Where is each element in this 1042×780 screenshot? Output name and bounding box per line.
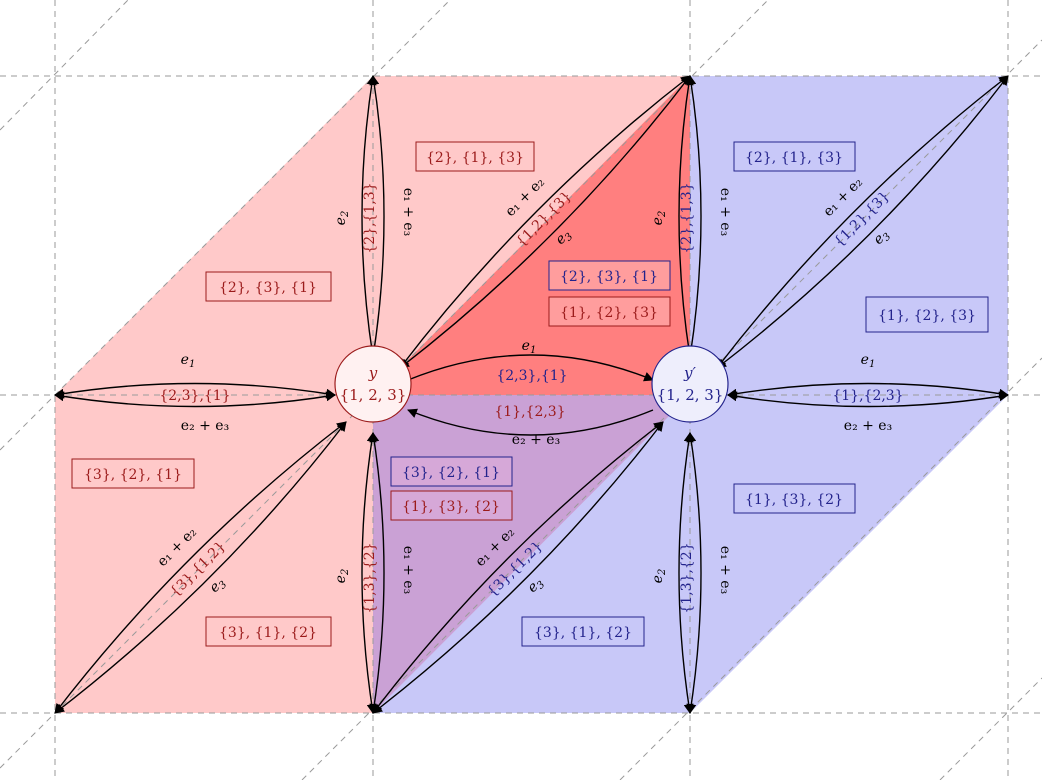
- arrow-yp-down-right: [686, 432, 702, 714]
- label-e2e3-right: e₂ + e₃: [844, 418, 892, 434]
- arrow-y-up-right: [369, 75, 385, 358]
- arrow-yp-down-left: [678, 432, 694, 714]
- arrows: [54, 75, 1009, 714]
- red-region-boxes: {2}, {1}, {3} {2}, {3}, {1} {1}, {2}, {3…: [71, 141, 671, 647]
- arrow-yp-up-left: [678, 75, 694, 358]
- node-y-set: {1, 2, 3}: [340, 386, 407, 404]
- label-e1e3-yp-down: e₁ + e₃: [717, 546, 733, 594]
- red-region-box: {2}, {3}, {1}: [205, 271, 332, 302]
- node-yprime-name: y′: [683, 364, 696, 382]
- blue-region-box: {2}, {1}, {3}: [733, 141, 856, 172]
- svg-text:{1}, {2}, {3}: {1}, {2}, {3}: [560, 305, 658, 321]
- red-region-box: {1}, {3}, {2}: [390, 490, 513, 521]
- blue-path-to-yprime: {2,3},{1}: [496, 368, 567, 384]
- red-path-upper: {2},{1,3}: [362, 182, 378, 253]
- svg-text:{2}, {3}, {1}: {2}, {3}, {1}: [560, 269, 658, 285]
- blue-path-lower: {1,3},{2}: [679, 542, 695, 613]
- red-region-box: {3}, {2}, {1}: [71, 458, 195, 489]
- label-e2-down: e2: [333, 569, 351, 584]
- red-path-lower: {1,3},{2}: [362, 542, 378, 613]
- arrow-yp-ur-b: [716, 75, 1009, 369]
- red-path-left: {2,3},{1}: [159, 388, 230, 404]
- blue-path-upper: {2},{1,3}: [679, 182, 695, 253]
- label-e2-up: e2: [333, 211, 351, 226]
- arrow-yp-up-right: [686, 75, 702, 358]
- label-e1-left: e1: [181, 352, 196, 370]
- red-region-box: {3}, {1}, {2}: [205, 616, 332, 647]
- svg-text:{1}, {2}, {3}: {1}, {2}, {3}: [878, 308, 976, 324]
- label-e2e3-mid: e₂ + e₃: [512, 432, 560, 448]
- svg-text:{3}, {1}, {2}: {3}, {1}, {2}: [219, 625, 317, 641]
- node-y-name: y: [368, 364, 378, 382]
- blue-region-box: {1}, {2}, {3}: [865, 296, 989, 333]
- red-region-box: {1}, {2}, {3}: [548, 296, 671, 327]
- svg-text:{3}, {2}, {1}: {3}, {2}, {1}: [402, 465, 500, 481]
- label-e2-yp-down: e2: [650, 569, 668, 584]
- svg-text:{3}, {1}, {2}: {3}, {1}, {2}: [534, 625, 632, 641]
- svg-text:{2}, {1}, {3}: {2}, {1}, {3}: [745, 150, 843, 166]
- blue-region-box: {3}, {1}, {2}: [521, 616, 645, 647]
- blue-region-box: {3}, {2}, {1}: [390, 456, 513, 487]
- blue-region-box: {2}, {3}, {1}: [548, 260, 671, 291]
- svg-text:{1}, {3}, {2}: {1}, {3}, {2}: [402, 499, 500, 515]
- red-path-from-yprime: {1},{2,3}: [494, 404, 565, 420]
- red-region-box: {2}, {1}, {3}: [415, 141, 535, 172]
- label-e1e3-up: e₁ + e₃: [400, 188, 416, 236]
- label-e1-mid: e1: [522, 338, 537, 356]
- svg-text:{3}, {2}, {1}: {3}, {2}, {1}: [84, 467, 182, 483]
- arrow-yp-ll-b: [372, 421, 664, 714]
- node-y-prime: y′ {1, 2, 3}: [651, 345, 729, 423]
- blue-path-right: {1},{2,3}: [832, 388, 903, 404]
- node-yprime-set: {1, 2, 3}: [657, 386, 724, 404]
- label-e2-yp-up: e2: [650, 211, 668, 226]
- arrow-y-ll-b: [54, 421, 347, 714]
- arrow-y-down-left: [361, 432, 377, 714]
- arrow-y-up-left: [361, 75, 377, 358]
- label-e1-right: e1: [861, 352, 876, 370]
- blue-region-box: {1}, {3}, {2}: [733, 483, 856, 514]
- label-e1e3-yp-up: e₁ + e₃: [717, 188, 733, 236]
- arrow-y-left-lower: [54, 391, 336, 408]
- arrow-y-ur-b: [399, 75, 691, 369]
- svg-text:{2}, {3}, {1}: {2}, {3}, {1}: [219, 280, 317, 296]
- blue-region-boxes: {2}, {1}, {3} {2}, {3}, {1} {1}, {2}, {3…: [390, 141, 989, 647]
- svg-text:{1}, {3}, {2}: {1}, {3}, {2}: [745, 492, 843, 508]
- node-y: y {1, 2, 3}: [334, 345, 412, 423]
- arrow-yp-right-lower: [727, 391, 1009, 408]
- label-e2e3-left: e₂ + e₃: [181, 418, 229, 434]
- arrow-y-to-yprime: [407, 354, 654, 382]
- arrow-y-left-upper: [54, 382, 336, 399]
- label-e1e3-down: e₁ + e₃: [400, 546, 416, 594]
- arrow-yp-right-upper: [727, 382, 1009, 399]
- svg-text:{2}, {1}, {3}: {2}, {1}, {3}: [426, 150, 524, 166]
